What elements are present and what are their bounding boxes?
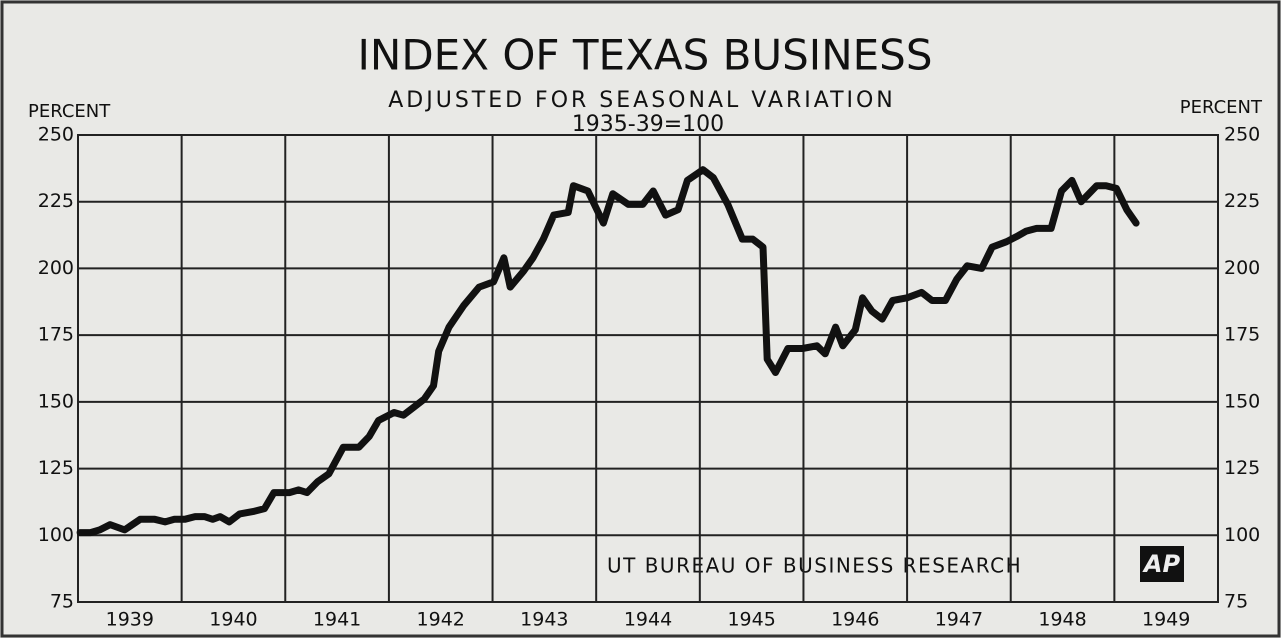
y-tick-label: 250: [38, 124, 74, 146]
y2-tick-label: 175: [1224, 324, 1260, 346]
y2-tick-label: 150: [1224, 390, 1260, 412]
data-line: [76, 166, 1140, 537]
chart-subtitle: ADJUSTED FOR SEASONAL VARIATION: [388, 88, 896, 113]
x-tick-label: 1943: [520, 609, 568, 631]
y-tick-label: 175: [38, 324, 74, 346]
y2-tick-label: 200: [1224, 257, 1260, 279]
x-tick-label: 1946: [831, 609, 879, 631]
y-tick-label: 150: [38, 390, 74, 412]
x-tick-label: 1949: [1142, 609, 1190, 631]
x-tick-label: 1939: [106, 609, 154, 631]
x-tick-label: 1944: [624, 609, 672, 631]
y2-axis-label: PERCENT: [1180, 97, 1263, 118]
y2-tick-label: 125: [1224, 457, 1260, 479]
y2-tick-label: 75: [1224, 591, 1248, 613]
x-tick-label: 1941: [313, 609, 361, 631]
y-tick-label: 200: [38, 257, 74, 279]
y2-tick-label: 225: [1224, 190, 1260, 212]
x-tick-label: 1947: [935, 609, 983, 631]
y2-tick-label: 250: [1224, 124, 1260, 146]
y-tick-label: 100: [38, 524, 74, 546]
y-tick-label: 75: [50, 591, 74, 613]
y-tick-label: 225: [38, 190, 74, 212]
x-tick-label: 1948: [1038, 609, 1086, 631]
y-axis-label: PERCENT: [28, 101, 111, 122]
x-tick-label: 1945: [727, 609, 775, 631]
x-tick-label: 1940: [209, 609, 257, 631]
x-tick-label: 1942: [417, 609, 465, 631]
y2-tick-label: 100: [1224, 524, 1260, 546]
chart-title: INDEX OF TEXAS BUSINESS: [358, 31, 933, 80]
source-note: UT BUREAU OF BUSINESS RESEARCH: [607, 554, 1022, 578]
y-tick-label: 125: [38, 457, 74, 479]
logo-box: [1140, 546, 1184, 582]
logo: AP: [1142, 550, 1181, 578]
base-note: 1935-39=100: [572, 112, 724, 137]
plot-border: [77, 134, 1219, 603]
